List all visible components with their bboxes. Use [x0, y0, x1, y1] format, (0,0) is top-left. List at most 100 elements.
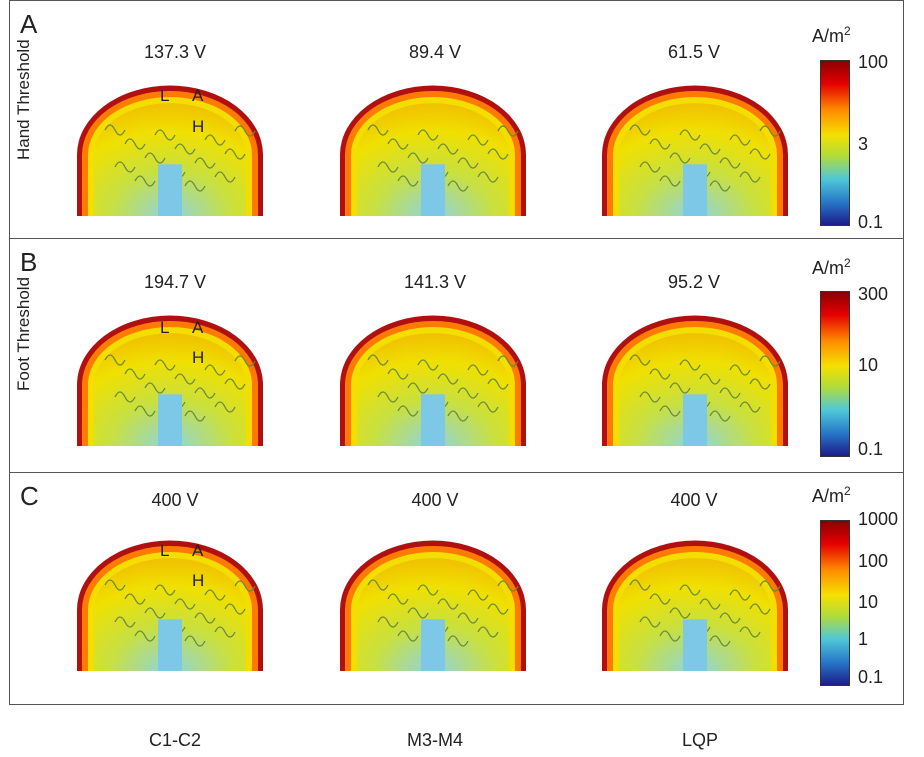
sulcus-line	[204, 364, 226, 376]
sulcus-line	[437, 598, 459, 610]
sulcus-line	[749, 378, 771, 390]
region-label-l: L	[160, 86, 170, 105]
sulcus-line	[669, 382, 691, 394]
sulcus-line	[114, 391, 136, 403]
sulcus-line	[214, 401, 236, 413]
sulcus-line	[387, 368, 409, 380]
sulcus-line	[629, 124, 651, 136]
panel-letter: C	[20, 481, 39, 511]
sulcus-line	[669, 607, 691, 619]
sulcus-line	[194, 612, 216, 624]
sulcus-line	[639, 391, 661, 403]
column-label-m3-m4: M3-M4	[406, 730, 463, 750]
sulcus-line	[457, 387, 479, 399]
brain-tissue	[619, 103, 771, 216]
voltage-b-3: 95.2 V	[667, 272, 721, 292]
sulcus-line	[467, 589, 489, 601]
tick-label: 10	[858, 592, 879, 612]
sulcus-line	[214, 626, 236, 638]
sulcus-line	[749, 148, 771, 160]
brainstem	[158, 619, 182, 671]
region-label-h: H	[192, 571, 205, 590]
brain-map-c-2	[338, 535, 528, 676]
sulcus-line	[739, 401, 761, 413]
brain-map-c-1	[75, 535, 265, 676]
sulcus-line	[204, 589, 226, 601]
sulcus-line	[467, 134, 489, 146]
sulcus-line	[629, 579, 651, 591]
sulcus-line	[477, 171, 499, 183]
tick-label: 10	[858, 355, 879, 375]
sulcus-line	[184, 635, 206, 647]
column-label-lqp: LQP	[681, 730, 719, 750]
sulcus-line	[669, 152, 691, 164]
brain-tissue	[94, 103, 246, 216]
sulcus-line	[437, 143, 459, 155]
sulcus-line	[457, 157, 479, 169]
sulcus-line	[104, 579, 126, 591]
sulcus-line	[709, 410, 731, 422]
sulcus-line	[739, 171, 761, 183]
colorbar-c	[820, 520, 850, 686]
sulcus-line	[124, 138, 146, 150]
brain-tissue	[94, 333, 246, 446]
brainstem	[421, 394, 445, 446]
region-label-a: A	[192, 86, 204, 105]
brainstem	[158, 394, 182, 446]
sulcus-line	[699, 598, 721, 610]
sulcus-line	[447, 635, 469, 647]
sulcus-line	[114, 161, 136, 173]
sulcus-line	[679, 129, 701, 141]
sulcus-line	[184, 180, 206, 192]
sulcus-line	[729, 589, 751, 601]
sulcus-line	[234, 355, 256, 367]
brainstem	[683, 619, 707, 671]
tick-label: 0.1	[858, 667, 884, 687]
tick-label: 0.1	[858, 439, 884, 459]
brain-tissue	[357, 103, 509, 216]
sulcus-line	[224, 148, 246, 160]
sulcus-line	[759, 125, 781, 137]
voltage-b-2: 141.3 V	[403, 272, 467, 292]
region-label-l: L	[160, 541, 170, 560]
sulcus-line	[729, 364, 751, 376]
sulcus-line	[224, 603, 246, 615]
sulcus-line	[367, 579, 389, 591]
sulcus-line	[114, 616, 136, 628]
voltage-c-1: 400 V	[151, 490, 199, 510]
sulcus-line	[759, 355, 781, 367]
sulcus-line	[457, 612, 479, 624]
sulcus-line	[709, 180, 731, 192]
brainstem	[683, 164, 707, 216]
sulcus-line	[699, 373, 721, 385]
brain-tissue	[619, 558, 771, 671]
panel-letter: A	[20, 9, 38, 39]
brain-map-b-2	[338, 310, 528, 451]
brain-tissue	[619, 333, 771, 446]
sulcus-line	[377, 161, 399, 173]
sulcus-line	[679, 359, 701, 371]
sulcus-line	[124, 593, 146, 605]
brain-map-b-1	[75, 310, 265, 451]
sulcus-line	[407, 382, 429, 394]
sulcus-line	[144, 152, 166, 164]
row-label-foot: Foot Threshold	[14, 276, 33, 391]
sulcus-line	[497, 125, 519, 137]
column-label-c1-c2: C1-C2	[148, 730, 201, 750]
voltage-a-1: 137.3 V	[143, 42, 207, 62]
voltage-a-2: 89.4 V	[408, 42, 462, 62]
sulcus-line	[407, 607, 429, 619]
unit-label: A/m2	[812, 484, 851, 506]
tick-label: 3	[858, 134, 869, 154]
brain-map-a-1	[75, 80, 265, 221]
sulcus-line	[134, 175, 156, 187]
region-label-h: H	[192, 348, 205, 367]
sulcus-line	[709, 635, 731, 647]
sulcus-line	[104, 354, 126, 366]
sulcus-line	[204, 134, 226, 146]
sulcus-line	[417, 584, 439, 596]
sulcus-line	[234, 125, 256, 137]
tick-label: 100	[858, 52, 889, 72]
sulcus-line	[699, 143, 721, 155]
brainstem	[158, 164, 182, 216]
